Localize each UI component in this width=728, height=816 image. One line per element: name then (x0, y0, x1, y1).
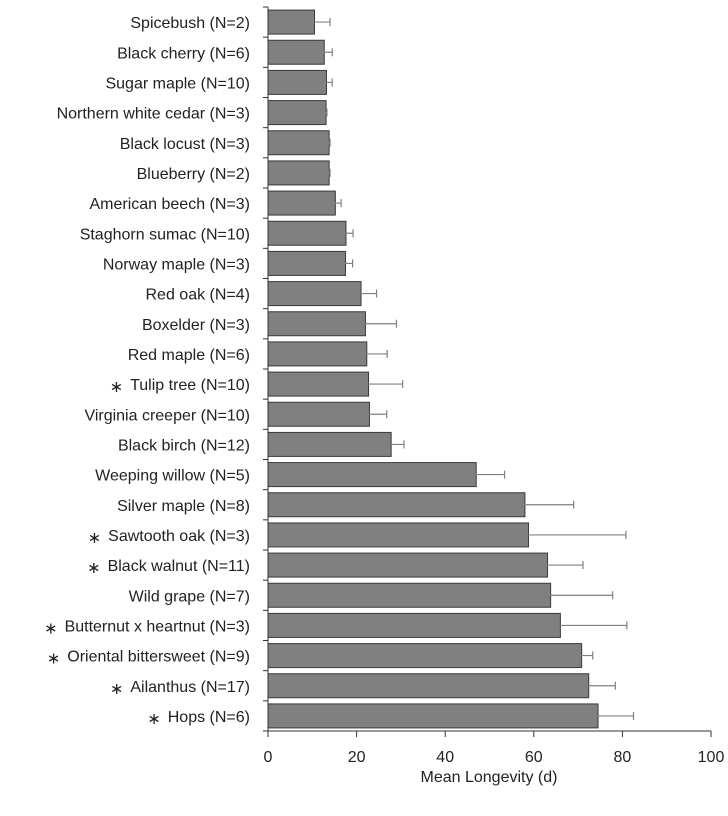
x-tick-label: 80 (614, 749, 632, 766)
error-bar (344, 289, 378, 298)
bar (267, 220, 347, 246)
error-bar (328, 199, 342, 208)
x-tick-label: 60 (525, 749, 543, 766)
bar (267, 673, 590, 699)
error-bar (327, 138, 331, 147)
category-label: American beech (N=3) (89, 196, 250, 213)
category-label: Boxelder (N=3) (142, 317, 250, 334)
bar (267, 643, 583, 669)
x-axis-title: Mean Longevity (d) (421, 769, 558, 786)
error-bar (320, 78, 333, 87)
error-bar (333, 380, 404, 389)
significance-star: ∗ (47, 649, 60, 668)
error-bar (493, 621, 628, 630)
bar (267, 431, 392, 457)
category-label: Virginia creeper (N=10) (84, 407, 250, 424)
significance-star: ∗ (110, 377, 123, 396)
x-tick-label: 40 (436, 749, 454, 766)
error-bar (430, 530, 627, 539)
category-label: Staghorn sumac (N=10) (80, 226, 250, 243)
category-label: Red oak (N=4) (146, 287, 251, 304)
bar (267, 69, 327, 95)
category-label: Weeping willow (N=5) (95, 468, 250, 485)
bar (267, 462, 477, 488)
bar (267, 552, 549, 578)
error-bar (377, 440, 405, 449)
significance-star: ∗ (88, 528, 101, 547)
bar (267, 160, 330, 186)
bars-group (267, 9, 599, 729)
bar (267, 100, 327, 126)
axes-group: 0 20 40 60 80 100 (263, 6, 725, 766)
significance-star: ∗ (147, 709, 160, 728)
category-label: Butternut x heartnut (N=3) (65, 618, 250, 635)
error-bar (337, 259, 354, 268)
bar (267, 250, 347, 276)
category-label: Wild grape (N=7) (129, 588, 250, 605)
error-bar (324, 108, 328, 117)
category-label: Hops (N=6) (168, 709, 250, 726)
error-bars-group (298, 18, 635, 720)
bar (267, 130, 330, 156)
category-label: Red maple (N=6) (128, 347, 250, 364)
error-bar (511, 561, 584, 570)
error-bar (475, 500, 575, 509)
category-label: Sugar maple (N=10) (105, 75, 250, 92)
error-bar (338, 229, 354, 238)
category-label: Tulip tree (N=10) (130, 377, 250, 394)
x-tick-label: 20 (348, 749, 366, 766)
error-bar (327, 168, 331, 177)
category-label: Northern white cedar (N=3) (57, 106, 250, 123)
category-label: Black locust (N=3) (120, 136, 250, 153)
significance-star: ∗ (110, 679, 123, 698)
error-bar (569, 651, 594, 660)
bar (267, 39, 325, 65)
category-label: Black birch (N=12) (118, 437, 250, 454)
category-label: Silver maple (N=8) (117, 498, 250, 515)
category-label: Sawtooth oak (N=3) (108, 528, 250, 545)
error-bar (488, 591, 614, 600)
error-bar (561, 681, 616, 690)
category-label: Ailanthus (N=17) (130, 679, 250, 696)
error-bar (315, 48, 333, 57)
category-label: Oriental bittersweet (N=9) (67, 649, 250, 666)
significance-star: ∗ (44, 618, 57, 637)
error-bar (345, 349, 388, 358)
error-bar (333, 319, 398, 328)
category-label: Black cherry (N=6) (117, 45, 250, 62)
bar (267, 703, 599, 729)
category-labels-group: Spicebush (N=2) Black cherry (N=6) Sugar m… (44, 15, 250, 728)
error-bar (447, 470, 506, 479)
category-label: Spicebush (N=2) (130, 15, 250, 32)
significance-star: ∗ (87, 558, 100, 577)
x-tick-label: 100 (698, 749, 725, 766)
error-bar (561, 711, 635, 720)
error-bar (298, 18, 331, 27)
category-label: Norway maple (N=3) (103, 256, 250, 273)
category-label: Blueberry (N=2) (137, 166, 250, 183)
category-label: Black walnut (N=11) (108, 558, 250, 575)
x-tick-label: 0 (264, 749, 273, 766)
error-bar (351, 410, 388, 419)
bar (267, 190, 336, 216)
